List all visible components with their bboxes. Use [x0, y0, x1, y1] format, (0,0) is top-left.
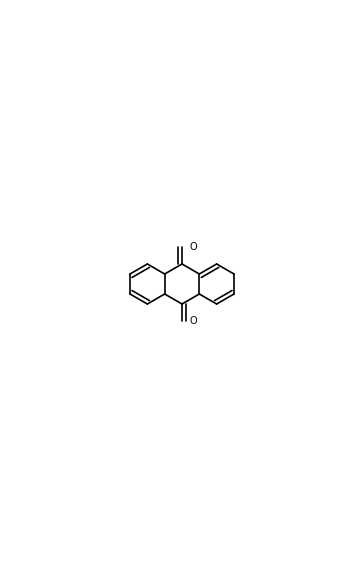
Text: O: O	[189, 316, 197, 326]
Text: O: O	[189, 242, 197, 252]
